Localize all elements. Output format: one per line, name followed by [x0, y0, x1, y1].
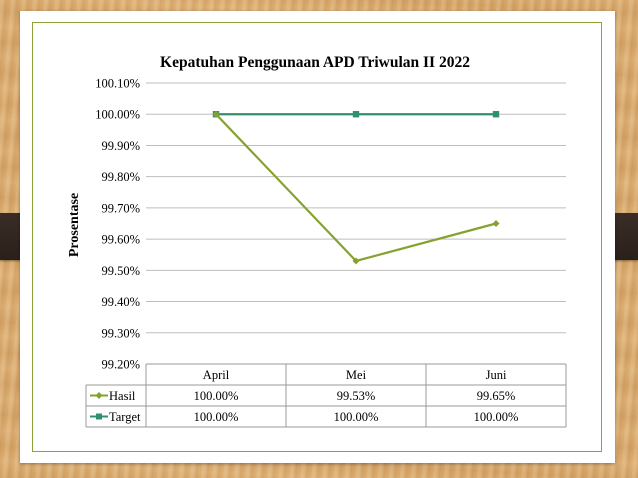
- y-tick-label: 99.70%: [101, 201, 140, 215]
- x-tick-label: Juni: [486, 368, 507, 382]
- y-tick-label: 100.00%: [95, 108, 140, 122]
- chart-title: Kepatuhan Penggunaan APD Triwulan II 202…: [160, 54, 470, 71]
- data-point-target: [352, 111, 360, 118]
- legend-label: Hasil: [109, 389, 136, 403]
- y-tick-label: 99.60%: [101, 233, 140, 247]
- x-tick-label: Mei: [346, 368, 367, 382]
- data-point-hasil: [212, 110, 220, 118]
- legend-key-marker: [95, 392, 103, 399]
- data-point-hasil: [492, 220, 500, 227]
- slide: [20, 11, 615, 463]
- data-label: 100.00%: [194, 410, 239, 424]
- data-label: 100.00%: [334, 410, 379, 424]
- y-tick-label: 99.40%: [101, 295, 140, 309]
- data-label: 100.00%: [474, 410, 519, 424]
- legend-key-marker: [96, 413, 102, 420]
- y-tick-label: 100.10%: [95, 77, 140, 91]
- grid-lines: [146, 82, 566, 365]
- series-lines: [212, 110, 500, 265]
- y-tick-labels: 100.10% 100.00% 99.90% 99.80% 99.70% 99.60% 99…: [95, 77, 140, 372]
- y-axis-label: Prosentase: [67, 193, 82, 257]
- y-tick-label: 99.80%: [101, 170, 140, 184]
- y-tick-label: 99.50%: [101, 264, 140, 278]
- slide-frame: [32, 22, 602, 452]
- data-label: 99.53%: [337, 389, 376, 403]
- y-tick-label: 99.90%: [101, 139, 140, 153]
- data-point-target: [492, 111, 500, 118]
- y-tick-label: 99.20%: [101, 358, 140, 372]
- x-tick-label: April: [203, 368, 230, 382]
- data-label: 99.65%: [477, 389, 516, 403]
- legend-label: Target: [109, 410, 141, 424]
- data-label: 100.00%: [194, 389, 239, 403]
- data-point-hasil: [352, 257, 360, 265]
- y-tick-label: 99.30%: [101, 326, 140, 340]
- data-table: April Mei Juni Hasil 100.00% 99.53% 99.65% Targ…: [85, 363, 567, 428]
